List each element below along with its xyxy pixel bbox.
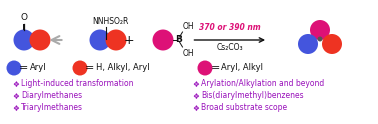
Text: Broad substrate scope: Broad substrate scope — [201, 104, 287, 112]
Text: H, Alkyl, Aryl: H, Alkyl, Aryl — [96, 63, 150, 73]
Text: ❖: ❖ — [12, 92, 19, 100]
Circle shape — [310, 20, 330, 40]
Text: Aryl: Aryl — [30, 63, 46, 73]
Circle shape — [318, 36, 322, 42]
Circle shape — [152, 30, 174, 50]
Text: ❖: ❖ — [192, 104, 199, 112]
Circle shape — [14, 30, 34, 50]
Text: Light-induced transformation: Light-induced transformation — [21, 79, 133, 89]
Text: ❖: ❖ — [192, 79, 199, 89]
Text: OH: OH — [183, 49, 194, 58]
Text: 370 or 390 nm: 370 or 390 nm — [199, 23, 260, 32]
Text: NNHSO₂R: NNHSO₂R — [92, 16, 128, 26]
Text: Aryl, Alkyl: Aryl, Alkyl — [221, 63, 263, 73]
Circle shape — [29, 30, 51, 50]
Text: =: = — [85, 63, 94, 73]
Circle shape — [298, 34, 318, 54]
Text: Triarylmethanes: Triarylmethanes — [21, 104, 83, 112]
Circle shape — [322, 34, 342, 54]
Circle shape — [197, 61, 212, 76]
Circle shape — [73, 61, 87, 76]
Text: =: = — [19, 63, 29, 73]
Circle shape — [6, 61, 22, 76]
Circle shape — [105, 30, 127, 50]
Circle shape — [90, 30, 110, 50]
Text: O: O — [20, 14, 28, 22]
Text: ❖: ❖ — [12, 104, 19, 112]
Text: OH: OH — [183, 22, 194, 31]
Text: B: B — [175, 34, 182, 44]
Text: Cs₂CO₃: Cs₂CO₃ — [217, 43, 243, 52]
Text: =: = — [210, 63, 220, 73]
Text: Bis(diarylmethyl)benzenes: Bis(diarylmethyl)benzenes — [201, 92, 304, 100]
Text: Diarylmethanes: Diarylmethanes — [21, 92, 82, 100]
Text: ❖: ❖ — [192, 92, 199, 100]
Text: +: + — [123, 33, 134, 46]
Text: ❖: ❖ — [12, 79, 19, 89]
Text: Arylation/Alkylation and beyond: Arylation/Alkylation and beyond — [201, 79, 324, 89]
